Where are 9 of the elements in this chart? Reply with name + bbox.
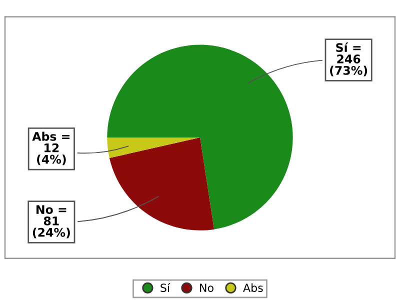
data-label: Sí = 246 (73%) <box>330 42 368 76</box>
pie-slice <box>109 138 214 230</box>
pie-slice <box>107 138 200 158</box>
data-label: No = 81 (24%) <box>32 205 70 238</box>
legend-label: No <box>200 284 214 292</box>
legend-label: Abs <box>243 283 263 292</box>
legend-label: Sí <box>160 282 170 292</box>
data-label: Abs = 12 (4%) <box>32 132 70 166</box>
pie-slice <box>107 44 293 230</box>
